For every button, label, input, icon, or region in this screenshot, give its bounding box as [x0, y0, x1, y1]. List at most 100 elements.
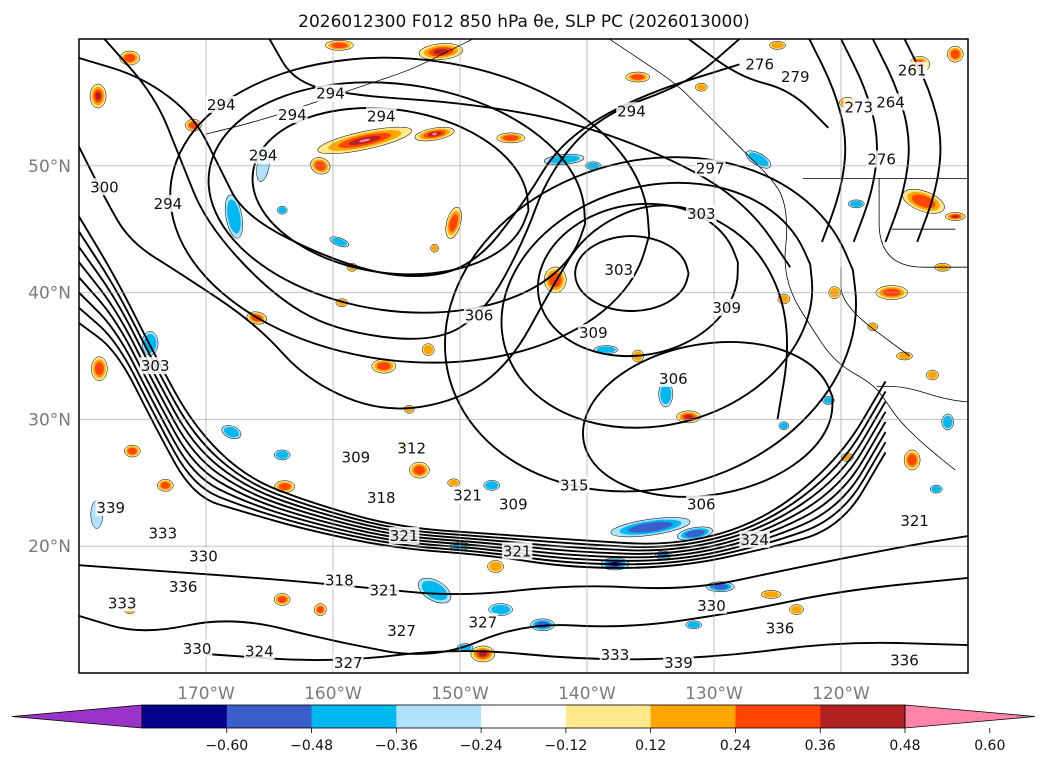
colorbar-tick-label: −0.12	[544, 738, 587, 754]
contour-label-background	[388, 527, 420, 545]
contour-label: 327	[334, 654, 363, 672]
longitude-label: 160°W	[304, 684, 362, 704]
contour-label-background	[875, 93, 906, 111]
contour-label-background	[866, 150, 897, 168]
contour-label: 339	[664, 654, 693, 672]
contour-label-background	[386, 622, 417, 640]
contour-label: 315	[560, 476, 589, 494]
colorbar-swatch	[481, 705, 567, 728]
anomaly-patch	[124, 54, 136, 62]
theta-e-contour	[79, 576, 968, 655]
colorbar-extend-max	[904, 704, 1036, 729]
colorbar-tick-label: 0.24	[720, 738, 751, 754]
colorbar-extend-min	[11, 704, 143, 729]
colorbar-swatch	[311, 705, 397, 728]
contour-label-background	[889, 651, 920, 669]
anomaly-patch	[489, 561, 502, 572]
contour-label: 330	[189, 547, 218, 565]
anomaly-patch	[927, 371, 938, 379]
anomaly-patch	[278, 207, 287, 214]
colorbar-swatch	[735, 705, 821, 728]
theta-e-contour	[903, 39, 942, 243]
contour-label-background	[366, 489, 397, 507]
colorbar-tick-label: 0.12	[635, 738, 666, 754]
theta-e-contour	[103, 39, 741, 340]
contour-label-background	[152, 194, 184, 212]
contour-label: 294	[367, 107, 396, 125]
latitude-label: 20°N	[28, 537, 71, 557]
map-panel: 294 294 294 294 294 294 294 300 297 303 303 306 309 3…	[28, 38, 969, 704]
colorbar-tick-label: 0.36	[805, 738, 836, 754]
anomaly-patch	[160, 481, 170, 489]
anomaly-patch	[94, 361, 104, 376]
anomaly-patch	[431, 245, 438, 252]
contour-label-background	[89, 178, 120, 196]
contour-label: 294	[207, 96, 236, 114]
contour-label: 336	[890, 651, 919, 669]
anomaly-patch	[485, 481, 498, 490]
map-frame	[78, 38, 969, 674]
contour-label-background	[603, 260, 634, 278]
contour-label: 318	[367, 489, 396, 507]
contour-label-background	[578, 324, 609, 342]
anomaly-patch	[771, 42, 784, 49]
contour-label: 321	[369, 582, 398, 600]
colorbar-tick-label: −0.60	[205, 738, 248, 754]
theta-e-contour	[500, 181, 814, 429]
contour-label-background	[167, 577, 199, 595]
longitude-label: 150°W	[431, 684, 489, 704]
anomaly-patch	[628, 521, 673, 533]
contour-label-background	[452, 486, 483, 504]
anomaly-patch	[712, 583, 729, 590]
contour-label: 303	[141, 357, 170, 375]
theta-e-contour	[582, 341, 834, 498]
contour-label-background	[139, 357, 171, 375]
contour-label-background	[396, 439, 427, 457]
contour-label-background	[658, 369, 689, 387]
contour-label: 336	[169, 578, 198, 596]
contour-label-background	[277, 106, 308, 124]
lat-lon-grid	[79, 39, 968, 673]
contour-label-background	[694, 159, 726, 177]
theta-e-contour	[871, 39, 910, 243]
anomaly-patch	[907, 454, 917, 466]
anomaly-patch	[631, 74, 645, 80]
anomaly-patch	[421, 580, 448, 601]
anomaly-patch	[931, 486, 941, 493]
longitude-labels: 170°W 160°W 150°W 140°W 130°W 120°W	[177, 684, 870, 704]
contour-label: 264	[876, 93, 905, 111]
figure-title: 2026012300 F012 850 hPa θe, SLP PC (2026…	[298, 12, 750, 32]
anomaly-patch	[279, 483, 291, 490]
anomaly-patch	[685, 529, 705, 538]
anomaly-patch	[687, 621, 700, 628]
contour-label: 321	[503, 542, 532, 560]
latitude-label: 50°N	[28, 157, 71, 177]
longitude-label: 130°W	[685, 684, 743, 704]
contour-label-background	[95, 499, 126, 517]
contour-label-background	[467, 613, 499, 631]
anomaly-patch	[898, 352, 911, 360]
colorbar-tick-label: −0.48	[290, 738, 333, 754]
colorbar: −0.60 −0.48 −0.36 −0.24 −0.12 0.12 0.24 0.36 0.4…	[11, 704, 1036, 754]
colorbar-swatch	[396, 705, 482, 728]
contour-label-background	[244, 642, 275, 660]
contour-labels: 294 294 294 294 294 294 294 300 297 303 303 306 309 3…	[89, 55, 930, 672]
map-background	[79, 39, 968, 673]
contour-label-background	[463, 306, 495, 324]
contour-label-background	[324, 571, 355, 589]
anomaly-patch	[911, 194, 936, 209]
contour-label: 279	[781, 68, 810, 86]
contour-label-background	[501, 542, 533, 560]
contour-label: 297	[696, 159, 725, 177]
contour-label-background	[247, 146, 279, 164]
theta-e-contour	[444, 156, 857, 493]
theta-e-contour	[574, 235, 690, 312]
contour-label-background	[332, 653, 364, 671]
contour-label: 303	[687, 205, 716, 223]
contour-label: 294	[278, 106, 307, 124]
contour-label: 321	[453, 486, 482, 504]
anomaly-patch	[331, 42, 348, 49]
contour-label: 261	[898, 62, 927, 80]
anomaly-patch	[223, 426, 239, 438]
anomaly-patch	[478, 651, 487, 657]
